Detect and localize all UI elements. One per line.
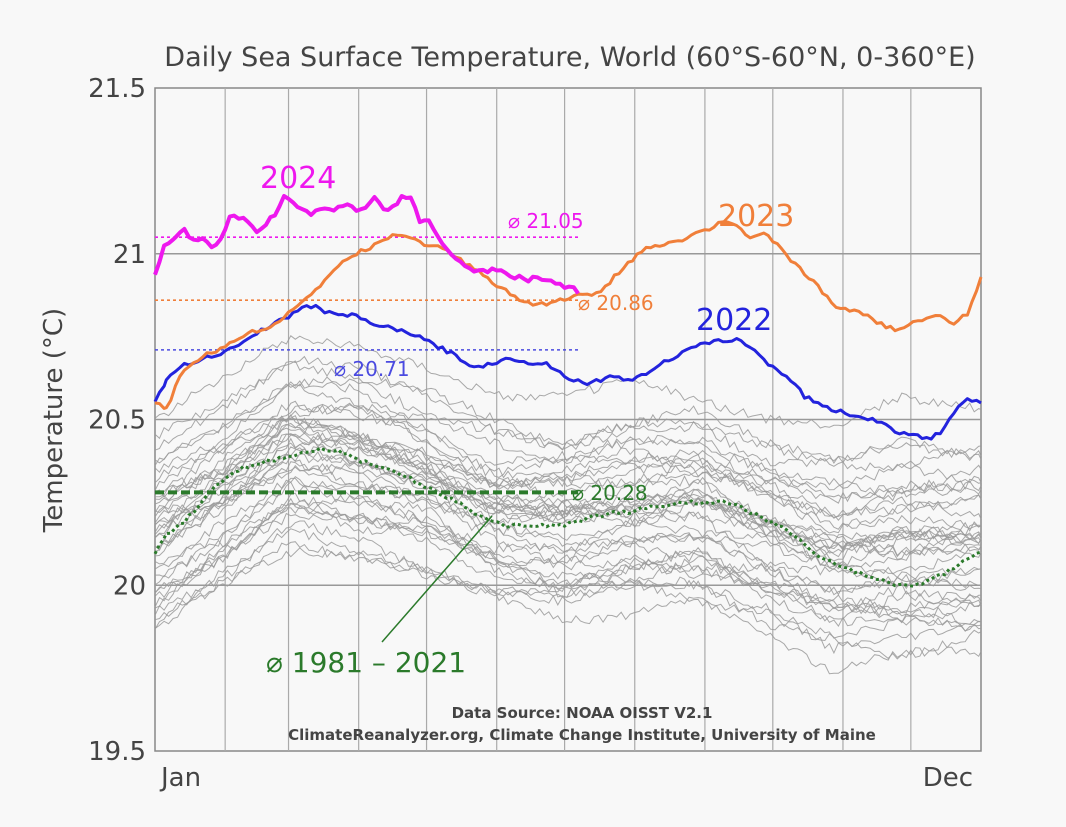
- historical-year-line: [154, 464, 982, 575]
- x-axis-ticks: Jan Dec: [159, 763, 973, 793]
- y-axis-ticks: 19.5 20 20.5 21 21.5: [88, 74, 146, 767]
- grid: [155, 88, 981, 751]
- series-label-2024: 2024: [260, 161, 336, 196]
- historical-year-line: [154, 423, 982, 558]
- historical-year-line: [154, 445, 982, 558]
- historical-year-line: [154, 477, 981, 596]
- historical-year-line: [155, 415, 982, 530]
- historical-year-line: [154, 423, 982, 498]
- historical-year-line: [154, 335, 982, 429]
- series-label-baseline: ⌀ 1981 – 2021: [266, 646, 466, 679]
- y-tick-label: 21: [113, 240, 146, 270]
- historical-year-line: [154, 376, 982, 495]
- series-label-2023: 2023: [718, 199, 794, 234]
- series-label-2022: 2022: [696, 303, 772, 338]
- y-tick-label: 20.5: [88, 406, 146, 436]
- historical-year-line: [154, 497, 982, 617]
- series-lines: [153, 194, 983, 588]
- historical-year-line: [154, 541, 982, 655]
- series-line-2022: [153, 303, 982, 441]
- x-tick-label: Dec: [923, 763, 973, 793]
- historical-year-line: [154, 437, 982, 550]
- historical-year-line: [154, 476, 982, 596]
- historical-years: [154, 335, 982, 675]
- historical-year-line: [154, 481, 981, 614]
- series-line-2023: [154, 220, 983, 410]
- historical-year-line: [154, 380, 982, 504]
- mean-label-baseline: ⌀ 20.28: [572, 481, 648, 505]
- y-axis-label: Temperature (°C): [39, 308, 69, 533]
- historical-year-line: [154, 494, 981, 625]
- historical-year-line: [154, 547, 982, 675]
- mean-label-2023: ⌀ 20.86: [578, 291, 654, 315]
- x-tick-label: Jan: [159, 763, 201, 793]
- historical-year-line: [154, 403, 982, 518]
- series-line-2024: [153, 194, 580, 295]
- historical-year-line: [154, 528, 982, 660]
- data-source-line-1: Data Source: NOAA OISST V2.1: [452, 704, 713, 722]
- data-source-line-2: ClimateReanalyzer.org, Climate Change In…: [288, 726, 876, 744]
- historical-year-line: [154, 360, 982, 472]
- y-tick-label: 20: [113, 571, 146, 601]
- annual-mean-lines: [155, 236, 579, 495]
- y-tick-label: 19.5: [88, 737, 146, 767]
- historical-year-line: [154, 505, 982, 624]
- mean-label-2024: ⌀ 21.05: [508, 209, 584, 233]
- historical-year-line: [154, 510, 982, 622]
- historical-year-line: [154, 422, 982, 545]
- historical-year-line: [154, 442, 982, 570]
- historical-year-line: [154, 400, 982, 519]
- historical-year-line: [154, 520, 982, 639]
- series-line-mean-1981-2021: [153, 446, 982, 588]
- baseline-pointer-line: [381, 515, 493, 643]
- chart-title: Daily Sea Surface Temperature, World (60…: [164, 42, 975, 73]
- y-tick-label: 21.5: [88, 74, 146, 104]
- mean-label-2022: ⌀ 20.71: [334, 357, 410, 381]
